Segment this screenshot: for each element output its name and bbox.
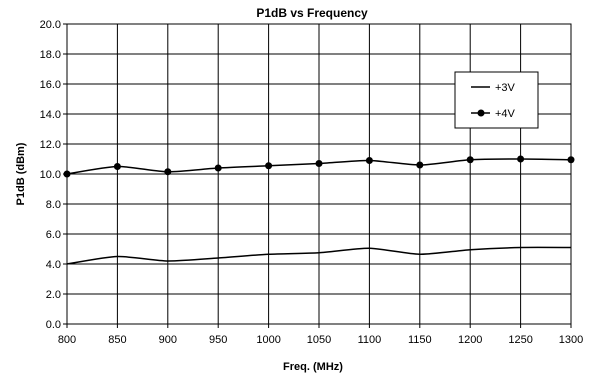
data-point	[214, 164, 222, 172]
y-tick-label: 12.0	[40, 139, 61, 151]
x-tick-label: 1150	[408, 334, 432, 346]
y-tick-label: 20.0	[40, 19, 61, 31]
series-lines	[63, 155, 575, 265]
x-tick-label: 1100	[358, 334, 382, 346]
legend: +3V +4V	[454, 71, 539, 129]
y-tick-label: 16.0	[40, 79, 61, 91]
legend-label-3v: +3V	[495, 82, 516, 94]
x-tick-label: 1300	[559, 334, 583, 346]
x-tick-label: 1050	[307, 334, 331, 346]
data-point	[416, 161, 424, 169]
x-tick-label: 850	[108, 334, 126, 346]
legend-label-4v: +4V	[495, 108, 516, 120]
x-tick-label: 950	[209, 334, 227, 346]
legend-box	[454, 71, 539, 129]
plot-frame	[66, 23, 572, 325]
y-tick-label: 14.0	[40, 109, 61, 121]
data-point	[265, 162, 273, 170]
y-tick-label: 18.0	[40, 49, 61, 61]
y-axis-label: P1dB (dBm)	[15, 142, 27, 205]
series-line-0	[66, 246, 572, 265]
y-tick-label: 0.0	[46, 319, 61, 331]
tick-labels: 0.0 2.0 4.0 6.0 8.0 10.0 12.0 14.0 16.0 18.0 20.0 8…	[40, 19, 584, 346]
y-tick-label: 8.0	[46, 199, 61, 211]
legend-marker-4v	[477, 109, 485, 117]
x-tick-label: 1250	[508, 334, 532, 346]
data-point	[517, 155, 525, 163]
grid	[63, 23, 572, 328]
x-tick-label: 900	[159, 334, 177, 346]
chart-title: P1dB vs Frequency	[256, 6, 368, 20]
data-point	[466, 156, 474, 164]
y-tick-label: 6.0	[46, 229, 61, 241]
y-tick-label: 2.0	[46, 289, 61, 301]
x-tick-label: 800	[58, 334, 76, 346]
data-point	[315, 160, 323, 167]
y-tick-label: 10.0	[40, 169, 61, 181]
data-point	[113, 163, 121, 170]
x-tick-label: 1200	[458, 334, 482, 346]
y-tick-label: 4.0	[46, 259, 61, 271]
x-tick-label: 1000	[256, 334, 280, 346]
data-point	[365, 157, 373, 164]
data-point	[164, 168, 172, 176]
x-axis-label: Freq. (MHz)	[283, 361, 343, 373]
